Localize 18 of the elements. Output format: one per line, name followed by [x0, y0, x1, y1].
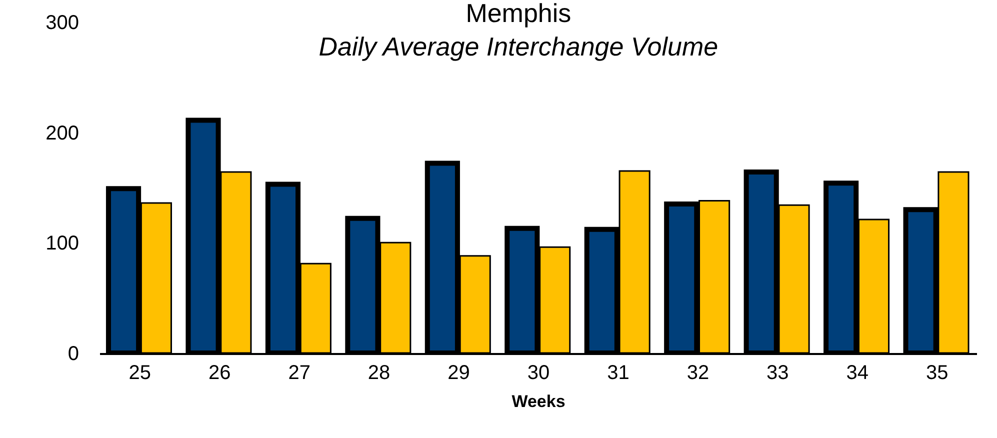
x-tick-label: 31 — [607, 362, 630, 384]
x-tick-label: 29 — [448, 362, 470, 384]
x-tick-label: 26 — [208, 362, 231, 384]
x-tick-label: 33 — [766, 362, 789, 384]
y-tick-label: 300 — [46, 12, 79, 34]
y-tick-label: 100 — [46, 232, 79, 255]
x-axis-title: Weeks — [512, 392, 566, 411]
x-tick-label: 25 — [128, 362, 151, 384]
x-tick-label: 34 — [846, 362, 869, 384]
chart-title: Memphis — [466, 0, 572, 28]
x-tick-label: 28 — [368, 362, 390, 384]
y-tick-label: 200 — [46, 122, 79, 144]
chart-subtitle: Daily Average Interchange Volume — [318, 32, 718, 62]
x-tick-label: 30 — [527, 362, 550, 384]
x-tick-label: 32 — [686, 362, 710, 384]
x-tick-label: 35 — [926, 362, 948, 384]
x-tick-label: 27 — [288, 362, 310, 384]
y-tick-label: 0 — [68, 343, 79, 365]
